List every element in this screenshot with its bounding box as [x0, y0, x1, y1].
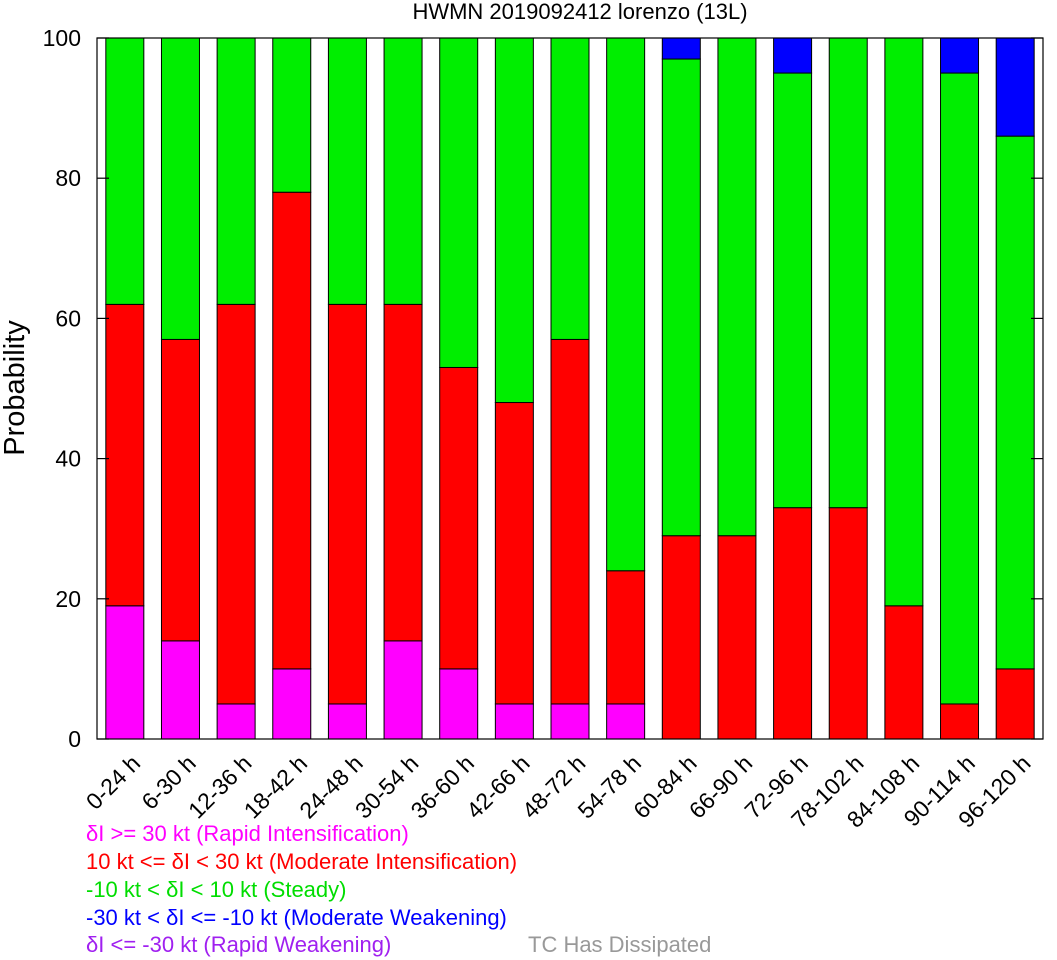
bar-moderate_intensification-5 — [383, 303, 423, 642]
bar-moderate_intensification-15 — [940, 703, 980, 740]
bar-steady-8 — [550, 37, 590, 340]
bar-rapid_intensification-8 — [550, 703, 590, 740]
bar-steady-15 — [940, 72, 980, 705]
bar-rapid_intensification-4 — [327, 703, 367, 740]
bar-rapid_intensification-1 — [160, 640, 200, 740]
bar-moderate_intensification-2 — [216, 303, 256, 705]
bar-steady-13 — [828, 37, 868, 509]
bar-moderate_intensification-4 — [327, 303, 367, 705]
bar-steady-9 — [606, 37, 646, 572]
bar-moderate_intensification-1 — [160, 338, 200, 642]
plot-frame — [96, 37, 1044, 740]
bar-rapid_intensification-3 — [272, 668, 312, 740]
legend-rapid-intensification: δI >= 30 kt (Rapid Intensification) — [86, 821, 409, 846]
bar-moderate_intensification-6 — [439, 366, 479, 670]
legend-rapid-weakening: δI <= -30 kt (Rapid Weakening) — [86, 932, 392, 957]
y-tick-label-4: 80 — [55, 165, 81, 191]
bar-moderate_intensification-13 — [828, 507, 868, 740]
bar-rapid_intensification-6 — [439, 668, 479, 740]
bars-group — [105, 37, 1035, 740]
y-tick-label-2: 40 — [55, 446, 81, 472]
bar-steady-4 — [327, 37, 367, 305]
bar-moderate_intensification-8 — [550, 338, 590, 705]
bar-rapid_intensification-2 — [216, 703, 256, 740]
bar-moderate_intensification-7 — [494, 402, 534, 705]
bar-moderate_intensification-10 — [661, 535, 701, 740]
y-tick-label-3: 60 — [55, 305, 81, 331]
y-axis-label: Probability — [0, 320, 31, 456]
bar-moderate_intensification-9 — [606, 570, 646, 705]
bar-steady-6 — [439, 37, 479, 368]
bar-steady-16 — [995, 135, 1035, 670]
bar-steady-3 — [272, 37, 312, 193]
bar-steady-10 — [661, 58, 701, 537]
legend-steady: -10 kt < δI < 10 kt (Steady) — [86, 877, 347, 902]
bar-steady-1 — [160, 37, 200, 340]
chart-title: HWMN 2019092412 lorenzo (13L) — [412, 0, 747, 24]
x-tick-label-0: 0-24 h — [81, 750, 146, 815]
bar-steady-12 — [773, 72, 813, 509]
bar-steady-5 — [383, 37, 423, 305]
bar-moderate_intensification-16 — [995, 668, 1035, 740]
legend-moderate-weakening: -30 kt < δI <= -10 kt (Moderate Weakenin… — [86, 905, 507, 930]
y-tick-label-5: 100 — [43, 25, 81, 51]
bar-rapid_intensification-9 — [606, 703, 646, 740]
bar-moderate_weakening-10 — [661, 37, 701, 60]
legend-tc-dissipated: TC Has Dissipated — [528, 932, 712, 957]
bar-moderate_intensification-11 — [717, 535, 757, 740]
bar-moderate_intensification-14 — [884, 605, 924, 740]
y-tick-label-0: 0 — [68, 726, 81, 752]
bar-rapid_intensification-0 — [105, 605, 145, 740]
bar-steady-14 — [884, 37, 924, 607]
bar-steady-11 — [717, 37, 757, 537]
bar-rapid_intensification-5 — [383, 640, 423, 740]
bar-rapid_intensification-7 — [494, 703, 534, 740]
bar-moderate_intensification-12 — [773, 507, 813, 740]
bar-moderate_weakening-16 — [995, 37, 1035, 137]
legend-moderate-intensification: 10 kt <= δI < 30 kt (Moderate Intensific… — [86, 849, 518, 874]
y-tick-label-1: 20 — [55, 586, 81, 612]
stacked-bar-chart: HWMN 2019092412 lorenzo (13L) Probabilit… — [0, 0, 1044, 830]
bar-steady-7 — [494, 37, 534, 404]
bar-moderate_weakening-15 — [940, 37, 980, 74]
bar-steady-2 — [216, 37, 256, 305]
bar-moderate_intensification-3 — [272, 191, 312, 670]
bar-moderate_weakening-12 — [773, 37, 813, 74]
bar-moderate_intensification-0 — [105, 303, 145, 607]
bar-steady-0 — [105, 37, 145, 305]
